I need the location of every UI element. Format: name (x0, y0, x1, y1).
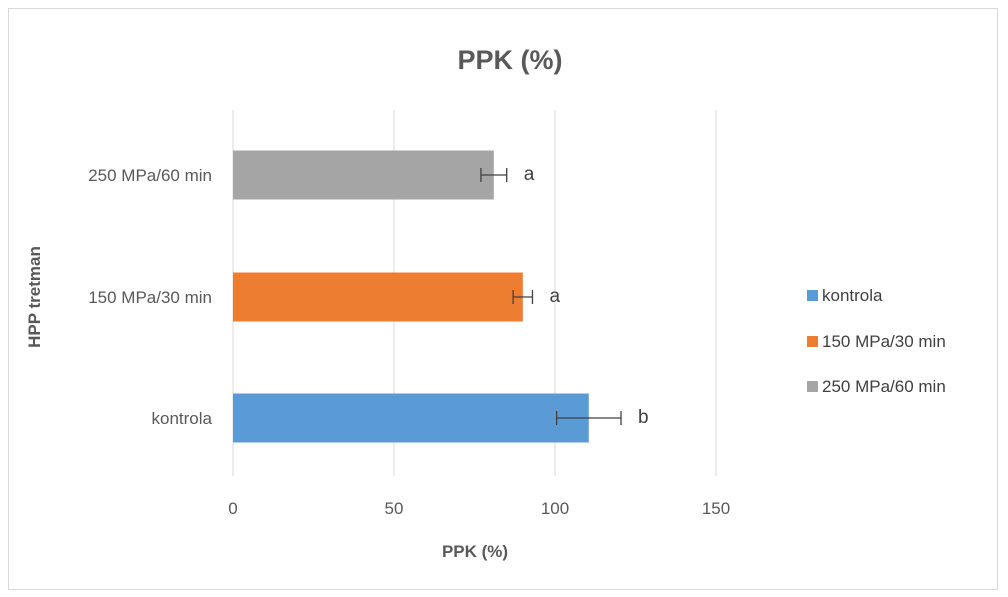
y-category-label: 150 MPa/30 min (88, 288, 212, 307)
legend-label: 250 MPa/60 min (822, 377, 946, 396)
bars: b a a (233, 150, 649, 443)
legend-swatch (807, 381, 818, 392)
legend-swatch (807, 336, 818, 347)
x-tick-labels: 0 50 100 150 (228, 499, 730, 518)
significance-label: a (524, 164, 535, 185)
legend-label: kontrola (822, 286, 883, 305)
legend-swatch (807, 290, 818, 301)
y-category-label: kontrola (152, 409, 213, 428)
x-tick-label: 100 (541, 499, 569, 518)
x-tick-label: 50 (385, 499, 404, 518)
y-axis-title: HPP tretman (25, 246, 44, 348)
y-category-labels: kontrola 150 MPa/30 min 250 MPa/60 min (88, 166, 212, 428)
chart-title: PPK (%) (457, 45, 562, 75)
significance-label: a (549, 286, 560, 307)
legend-label: 150 MPa/30 min (822, 332, 946, 351)
bar (233, 393, 589, 443)
x-axis-title: PPK (%) (442, 542, 508, 561)
legend: kontrola 150 MPa/30 min 250 MPa/60 min (807, 286, 946, 396)
bar (233, 272, 523, 322)
y-category-label: 250 MPa/60 min (88, 166, 212, 185)
x-tick-label: 150 (702, 499, 730, 518)
x-tick-label: 0 (228, 499, 237, 518)
significance-label: b (638, 407, 649, 428)
bar (233, 150, 494, 200)
